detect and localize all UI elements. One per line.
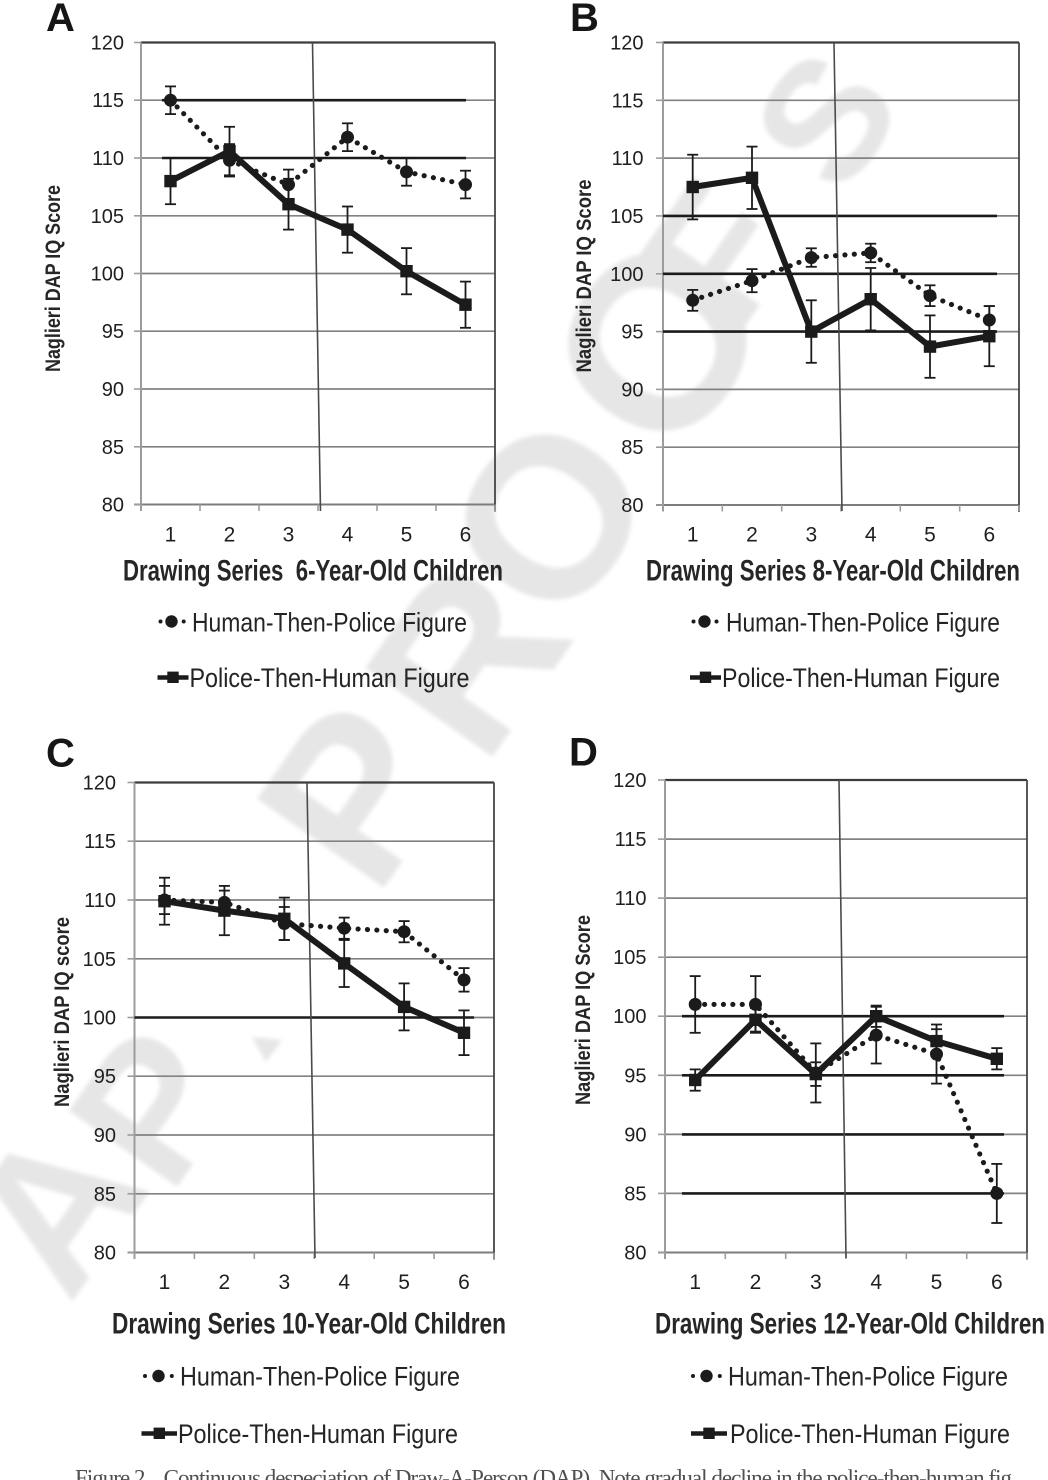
svg-text:90: 90 — [624, 1124, 646, 1146]
svg-text:80: 80 — [621, 495, 643, 517]
svg-text:95: 95 — [102, 321, 124, 343]
svg-text:Naglieri DAP IQ score: Naglieri DAP IQ score — [50, 917, 74, 1107]
svg-text:2: 2 — [224, 523, 236, 546]
svg-text:120: 120 — [613, 770, 646, 792]
svg-text:6: 6 — [983, 523, 995, 546]
svg-text:4: 4 — [865, 523, 877, 546]
svg-text:5: 5 — [931, 1271, 943, 1294]
svg-text:Drawing Series 6-Year-Old Chi: Drawing Series 6-Year-Old Children — [123, 554, 503, 587]
svg-text:Police-Then-Human Figure: Police-Then-Human Figure — [722, 663, 1000, 693]
svg-text:C: C — [46, 732, 75, 776]
svg-text:6: 6 — [460, 523, 472, 546]
svg-text:115: 115 — [612, 90, 644, 112]
svg-text:6: 6 — [991, 1271, 1003, 1294]
svg-text:Figure 2. Continuous despeci: Figure 2. Continuous despeciation of Dra… — [75, 1466, 1012, 1480]
svg-text:85: 85 — [94, 1184, 116, 1206]
svg-text:Police-Then-Human Figure: Police-Then-Human Figure — [730, 1419, 1010, 1449]
svg-text:120: 120 — [91, 33, 124, 55]
svg-text:Naglieri DAP IQ Score: Naglieri DAP IQ Score — [571, 915, 595, 1105]
svg-text:1: 1 — [159, 1271, 171, 1294]
svg-text:1: 1 — [165, 523, 177, 546]
svg-text:110: 110 — [612, 148, 644, 170]
svg-text:Drawing Series 10-Year-Old Chi: Drawing Series 10-Year-Old Children — [112, 1308, 506, 1341]
svg-text:85: 85 — [102, 437, 124, 459]
svg-text:105: 105 — [91, 206, 124, 228]
svg-text:110: 110 — [615, 888, 647, 910]
svg-text:Human-Then-Police Figure: Human-Then-Police Figure — [726, 607, 1000, 637]
svg-text:D: D — [569, 731, 598, 775]
svg-text:80: 80 — [624, 1243, 646, 1265]
svg-text:85: 85 — [621, 437, 643, 459]
svg-text:120: 120 — [83, 773, 116, 795]
svg-text:95: 95 — [624, 1065, 646, 1087]
svg-text:115: 115 — [84, 831, 116, 853]
svg-text:A: A — [46, 0, 75, 40]
svg-text:85: 85 — [624, 1183, 646, 1205]
svg-text:80: 80 — [94, 1243, 116, 1265]
svg-text:2: 2 — [219, 1271, 231, 1294]
svg-text:3: 3 — [283, 523, 295, 546]
svg-text:115: 115 — [615, 829, 647, 851]
svg-text:Police-Then-Human Figure: Police-Then-Human Figure — [178, 1419, 458, 1449]
svg-text:100: 100 — [610, 264, 643, 286]
svg-text:B: B — [570, 0, 599, 40]
svg-text:95: 95 — [621, 322, 643, 344]
svg-text:1: 1 — [689, 1271, 701, 1294]
svg-text:Drawing Series 12-Year-Old Chi: Drawing Series 12-Year-Old Children — [655, 1308, 1045, 1341]
svg-text:Naglieri DAP IQ Score: Naglieri DAP IQ Score — [41, 185, 65, 372]
svg-text:110: 110 — [92, 148, 124, 170]
svg-text:90: 90 — [94, 1125, 116, 1147]
svg-text:90: 90 — [621, 379, 643, 401]
svg-text:4: 4 — [338, 1271, 350, 1294]
svg-text:95: 95 — [94, 1066, 116, 1088]
svg-text:2: 2 — [750, 1271, 762, 1294]
svg-text:105: 105 — [83, 949, 116, 971]
svg-text:115: 115 — [92, 90, 124, 112]
svg-text:2: 2 — [746, 523, 758, 546]
svg-text:5: 5 — [924, 523, 936, 546]
svg-text:Human-Then-Police Figure: Human-Then-Police Figure — [728, 1362, 1008, 1392]
svg-text:3: 3 — [805, 523, 817, 546]
svg-text:1: 1 — [687, 523, 699, 546]
svg-text:120: 120 — [610, 33, 643, 55]
svg-text:3: 3 — [278, 1271, 290, 1294]
svg-text:105: 105 — [610, 206, 643, 228]
svg-text:110: 110 — [84, 890, 116, 912]
svg-text:90: 90 — [102, 379, 124, 401]
svg-text:4: 4 — [870, 1271, 882, 1294]
svg-text:80: 80 — [102, 495, 124, 517]
svg-text:Police-Then-Human Figure: Police-Then-Human Figure — [190, 663, 470, 693]
svg-text:5: 5 — [398, 1271, 410, 1294]
svg-text:105: 105 — [613, 947, 646, 969]
svg-text:3: 3 — [810, 1271, 822, 1294]
svg-text:4: 4 — [342, 523, 354, 546]
svg-text:Drawing Series 8-Year-Old Chil: Drawing Series 8-Year-Old Children — [646, 554, 1020, 587]
svg-text:100: 100 — [613, 1006, 646, 1028]
svg-text:100: 100 — [83, 1008, 116, 1030]
svg-text:5: 5 — [401, 523, 413, 546]
svg-text:Human-Then-Police Figure: Human-Then-Police Figure — [192, 607, 467, 637]
svg-text:6: 6 — [458, 1271, 470, 1294]
svg-text:Human-Then-Police Figure: Human-Then-Police Figure — [180, 1362, 460, 1392]
svg-text:Naglieri DAP IQ Score: Naglieri DAP IQ Score — [572, 179, 596, 372]
svg-text:100: 100 — [91, 264, 124, 286]
